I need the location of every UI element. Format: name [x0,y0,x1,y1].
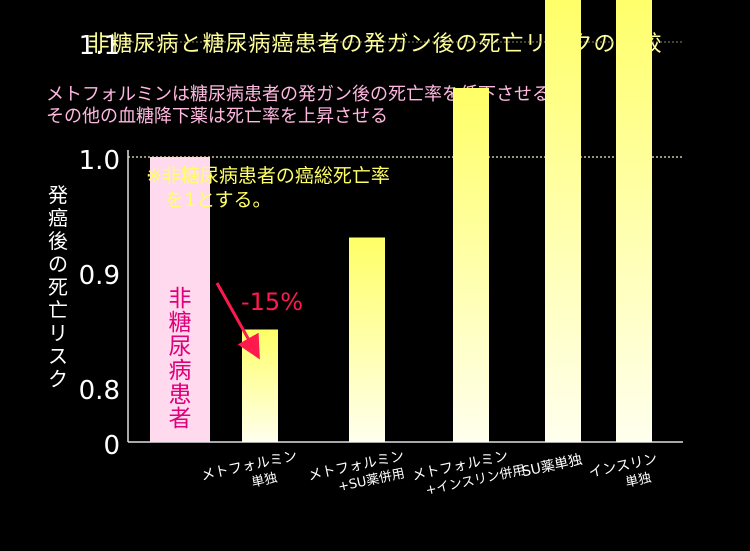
y-axis-label-char: 死 [48,275,68,299]
y-tick-label: 1.1 [79,31,120,61]
reference-bar-label-char: 糖 [169,310,192,336]
y-tick-label: 0.8 [79,376,120,406]
bar [242,329,278,442]
reference-bar-label-char: 病 [169,358,192,384]
y-axis-label-char: ス [48,344,68,368]
chart-subtitle: メトフォルミンは糖尿病患者の発ガン後の死亡率を低下させるが、 その他の血糖降下薬… [46,84,586,128]
y-axis-label-char: 亡 [48,298,68,322]
y-axis-label-char: の [48,252,68,276]
reference-bar [150,157,210,442]
annotation-line: ※非糖尿病患者の癌総死亡率 [146,165,390,187]
reference-bar-label-char: 患 [169,382,192,408]
subtitle-line-2: その他の血糖降下薬は死亡率を上昇させる [46,106,388,127]
bar [616,0,652,442]
x-tick-label-line: 単独 [250,470,279,491]
y-tick-label: 0.9 [79,261,120,291]
y-axis-label-char: 癌 [48,206,68,230]
x-tick-label-line: SU薬単独 [521,452,584,480]
subtitle-line-1: メトフォルミンは糖尿病患者の発ガン後の死亡率を低下させるが、 [46,84,586,105]
annotation-line: を1とする。 [146,189,272,211]
y-axis-label-char: ク [48,367,68,391]
x-tick-label: メトフォルミン+SU薬併用 [307,448,407,495]
reduction-arrow [215,282,260,360]
reference-bar-label-char: 尿 [169,334,192,360]
y-tick-label: 1.0 [79,146,120,176]
y-axis-label-char: 発 [48,183,68,207]
y-axis-label-char: 後 [48,229,68,253]
y-axis-label-char: リ [48,321,68,345]
x-tick-label: SU薬単独 [521,452,584,480]
x-tick-label: メトフォルミン+インスリン併用 [411,448,527,499]
reduction-label: -15% [241,288,303,316]
x-tick-label-line: 単独 [624,470,653,491]
bar [545,0,581,442]
bar [349,237,385,442]
reference-bar-label-char: 非 [169,286,192,312]
x-tick-label-line: メトフォルミン [200,448,299,484]
y-tick-label: 0 [103,431,120,461]
reference-bar-label-char: 者 [169,406,192,432]
bar [453,88,489,442]
